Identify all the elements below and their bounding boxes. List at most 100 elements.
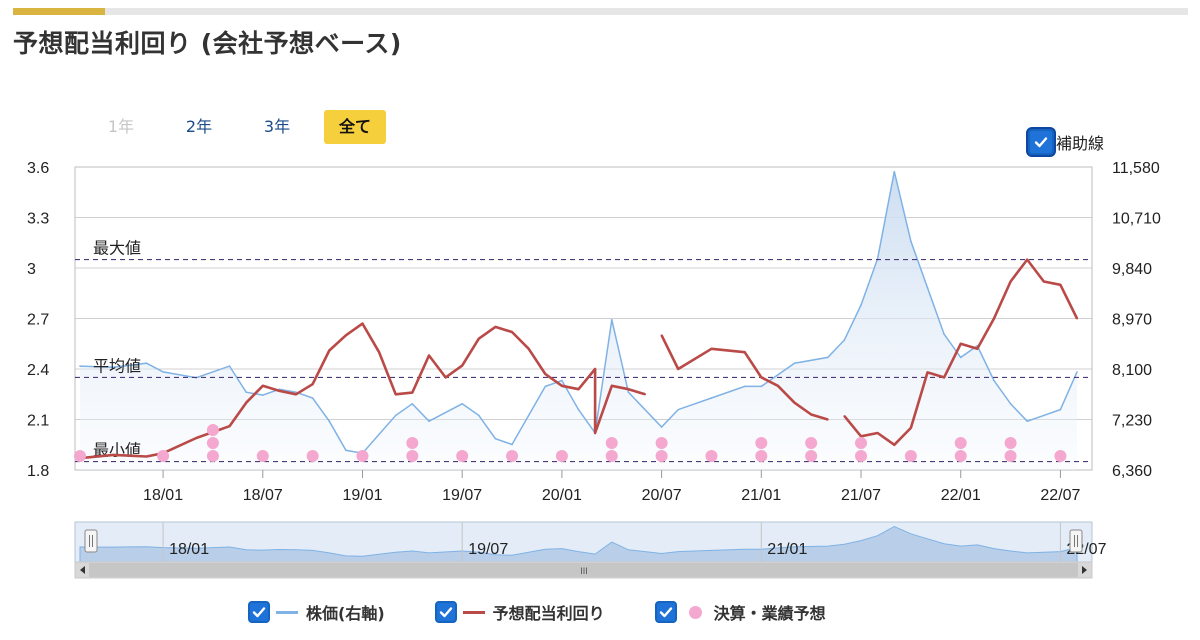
x-tick-label: 19/01 xyxy=(342,487,382,504)
x-tick-label: 19/07 xyxy=(442,487,482,504)
earnings-event-marker[interactable] xyxy=(306,450,319,462)
earnings-event-marker[interactable] xyxy=(805,437,818,449)
navigator-handle-left[interactable] xyxy=(84,529,98,553)
dividend-yield-point xyxy=(1076,317,1079,320)
navigator-tick-label: 19/07 xyxy=(468,541,508,558)
dividend-yield-point xyxy=(261,384,264,387)
scroll-left-arrow-icon[interactable] xyxy=(80,566,85,574)
earnings-event-marker[interactable] xyxy=(1054,450,1067,462)
range-tab-1y[interactable]: 1年 xyxy=(107,117,135,136)
checkbox-checked-icon[interactable] xyxy=(654,601,677,623)
stock-price-point xyxy=(926,286,929,289)
y-right-tick-label: 7,230 xyxy=(1112,413,1152,430)
stock-price-point xyxy=(577,408,580,411)
earnings-event-marker[interactable] xyxy=(256,450,269,462)
earnings-event-marker[interactable] xyxy=(855,437,868,449)
dividend-yield-point xyxy=(826,418,829,421)
y-right-tick-label: 6,360 xyxy=(1112,463,1152,480)
checkbox-checked-icon[interactable] xyxy=(434,601,457,623)
dividend-yield-point xyxy=(610,384,613,387)
earnings-event-marker[interactable] xyxy=(555,450,568,462)
stock-price-point xyxy=(1009,403,1012,405)
earnings-event-marker[interactable] xyxy=(456,450,469,462)
earnings-event-marker[interactable] xyxy=(954,450,967,462)
dividend-yield-point xyxy=(710,347,713,350)
dividend-yield-point xyxy=(344,334,347,337)
stock-price-point xyxy=(1043,414,1045,417)
earnings-event-marker[interactable] xyxy=(904,450,917,462)
earnings-event-marker[interactable] xyxy=(805,450,818,462)
stock-price-point xyxy=(345,449,347,452)
stock-price-point xyxy=(843,339,846,341)
earnings-event-marker[interactable] xyxy=(605,450,618,462)
stock-price-point xyxy=(943,333,945,335)
earnings-event-marker[interactable] xyxy=(755,450,768,462)
helper-lines-toggle[interactable]: 補助線 xyxy=(1028,129,1104,155)
checkbox-checked-icon[interactable] xyxy=(1028,129,1054,155)
legend-label: 決算・業績予想 xyxy=(713,604,826,623)
earnings-event-marker[interactable] xyxy=(406,437,419,449)
earnings-event-marker[interactable] xyxy=(954,437,967,449)
legend-item-dividend-yield[interactable]: 予想配当利回り xyxy=(434,600,605,624)
stock-price-point xyxy=(228,365,231,367)
stock-price-point xyxy=(478,414,480,417)
legend-item-stock-price[interactable]: 株価(右軸) xyxy=(248,600,385,624)
earnings-event-marker[interactable] xyxy=(506,450,519,462)
dividend-yield-point xyxy=(926,371,929,374)
stock-price-point xyxy=(677,408,680,411)
earnings-event-marker[interactable] xyxy=(157,450,170,462)
scrollbar-grip-icon: III xyxy=(580,566,588,576)
legend-label: 予想配当利回り xyxy=(492,604,605,623)
dividend-yield-point xyxy=(1059,283,1062,286)
range-tab-2y[interactable]: 2年 xyxy=(185,117,213,136)
dividend-yield-point xyxy=(527,347,530,350)
scrollbar-thumb[interactable] xyxy=(89,563,1078,577)
dividend-yield-point xyxy=(594,368,597,370)
earnings-event-marker[interactable] xyxy=(206,424,219,436)
stock-price-point xyxy=(494,437,497,440)
chart-legend: 株価(右軸) 予想配当利回り 決算・業績予想 xyxy=(248,600,876,624)
earnings-event-marker[interactable] xyxy=(73,450,86,462)
earnings-event-marker[interactable] xyxy=(655,450,668,462)
x-tick-label: 20/01 xyxy=(542,487,582,504)
earnings-event-marker[interactable] xyxy=(755,437,768,449)
earnings-event-marker[interactable] xyxy=(855,450,868,462)
range-tab-all[interactable]: 全て xyxy=(324,110,386,144)
earnings-event-marker[interactable] xyxy=(655,437,668,449)
dividend-yield-point xyxy=(743,351,746,354)
stock-price-point xyxy=(826,356,829,359)
dividend-yield-point xyxy=(660,334,663,337)
dividend-yield-line xyxy=(79,322,646,460)
top-accent-bar xyxy=(13,8,1188,15)
helper-lines-label: 補助線 xyxy=(1056,134,1105,153)
y-right-tick-label: 8,970 xyxy=(1112,312,1152,329)
dividend-yield-point xyxy=(461,364,464,367)
earnings-event-marker[interactable] xyxy=(705,450,718,462)
dividend-yield-point xyxy=(793,401,796,404)
range-tab-3y[interactable]: 3年 xyxy=(263,117,291,136)
earnings-event-marker[interactable] xyxy=(605,437,618,449)
dividend-yield-point xyxy=(976,347,979,350)
navigator-handle-right[interactable] xyxy=(1069,529,1083,553)
stock-price-point xyxy=(394,414,397,417)
stock-price-point xyxy=(710,397,713,399)
dividend-yield-point xyxy=(195,437,198,440)
navigator-tick-label: 18/01 xyxy=(169,541,209,558)
reference-line-label: 平均値 xyxy=(93,356,141,375)
legend-item-earnings[interactable]: 決算・業績予想 xyxy=(654,600,826,624)
dividend-yield-point xyxy=(544,373,547,376)
stock-price-point xyxy=(660,426,663,428)
stock-price-point xyxy=(245,391,247,394)
earnings-event-marker[interactable] xyxy=(206,450,219,462)
earnings-event-marker[interactable] xyxy=(406,450,419,462)
navigator-tick-label: 21/01 xyxy=(767,541,807,558)
x-tick-label: 22/01 xyxy=(941,487,981,504)
earnings-event-marker[interactable] xyxy=(1004,437,1017,449)
earnings-event-marker[interactable] xyxy=(356,450,369,462)
earnings-event-marker[interactable] xyxy=(206,437,219,449)
dividend-yield-point xyxy=(959,342,962,345)
scroll-right-arrow-icon[interactable] xyxy=(1082,566,1087,574)
checkbox-checked-icon[interactable] xyxy=(248,601,270,623)
stock-price-point xyxy=(162,371,164,373)
earnings-event-marker[interactable] xyxy=(1004,450,1017,462)
